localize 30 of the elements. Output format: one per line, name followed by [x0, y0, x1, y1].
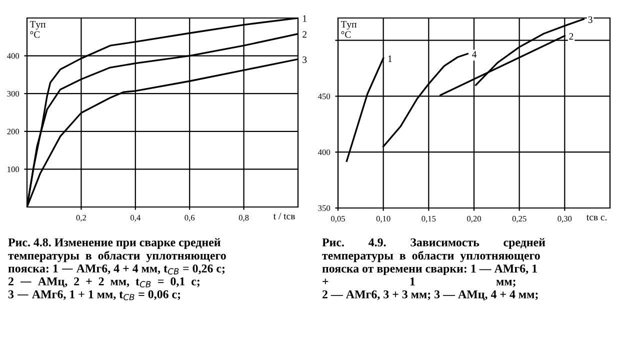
x-axis-title: t / tсв	[273, 212, 295, 220]
x-axis-title: tсв с.	[586, 214, 607, 220]
series-label: 1	[303, 15, 306, 22]
series-label: 2	[569, 33, 574, 40]
series-label: 3	[588, 16, 592, 23]
y-tick-label: 450	[318, 94, 330, 100]
y-tick-label: 200	[7, 128, 20, 134]
x-tick-label: 0,05	[331, 216, 345, 223]
text: Рис. 4.8. Изменение при сварке средней температуры в области уплотняющего пояска: 1 — АМг6, 4 + 4 мм, t$_{СВ}$ = 0,26 с; 2 — АМц, 2 + 2 мм, t$_{СВ}$ = 0,1 с; 3 — АМг6, 1 + 1 мм, t$_{СВ}$ = 0,06 с;	[8, 238, 226, 300]
y-axis-title: Tуп °C	[30, 21, 46, 38]
series-label: 1	[388, 56, 392, 62]
y-tick-label: 400	[7, 53, 20, 59]
x-tick-label: 0,30	[558, 216, 572, 223]
text: Рис. 4.9. Зависимость средней температуры в области уплотняющего пояска от времени сварки: 1 — АМг6, 1 + 1 мм; 2 — АМг6, 3 + 3 мм; 3 — АМц, 4 + 4 мм;	[322, 238, 546, 300]
x-tick-label: 0,20	[467, 216, 481, 223]
series-label: 3	[302, 56, 307, 64]
y-tick-label: 100	[8, 166, 20, 172]
y-tick-label: 300	[7, 90, 20, 97]
y-tick-label: 350	[318, 205, 330, 211]
x-tick-label: 0,15	[422, 216, 436, 223]
x-tick-label: 0,25	[512, 216, 526, 223]
x-tick-label: 0,10	[376, 216, 390, 223]
series-label: 2	[302, 31, 306, 38]
x-tick-label: 0,6	[184, 214, 195, 222]
x-tick-label: 0,8	[238, 214, 249, 222]
x-tick-label: 0,2	[76, 214, 86, 222]
x-tick-label: 0,4	[130, 214, 140, 222]
y-axis-title: Tуп °C	[340, 21, 357, 38]
series-label: 4	[472, 51, 477, 58]
y-tick-label: 400	[318, 149, 330, 156]
